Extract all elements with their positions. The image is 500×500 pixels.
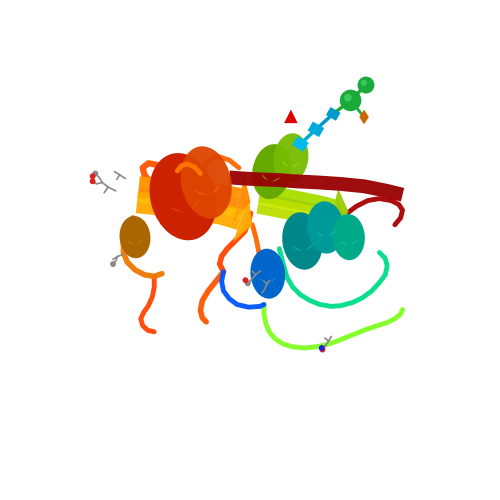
Polygon shape xyxy=(328,202,348,241)
Polygon shape xyxy=(169,198,200,212)
Ellipse shape xyxy=(180,146,232,218)
Polygon shape xyxy=(284,110,298,123)
Polygon shape xyxy=(258,196,336,222)
Polygon shape xyxy=(152,188,216,240)
Polygon shape xyxy=(137,192,244,220)
Polygon shape xyxy=(139,176,242,199)
Ellipse shape xyxy=(120,216,150,258)
Circle shape xyxy=(361,80,367,86)
Polygon shape xyxy=(120,236,150,258)
Polygon shape xyxy=(233,198,252,242)
Polygon shape xyxy=(293,244,313,251)
Ellipse shape xyxy=(307,202,344,254)
Ellipse shape xyxy=(282,212,323,270)
Polygon shape xyxy=(136,192,244,230)
Polygon shape xyxy=(252,168,290,199)
Polygon shape xyxy=(282,160,299,167)
Polygon shape xyxy=(138,176,242,209)
Circle shape xyxy=(344,94,352,102)
Polygon shape xyxy=(282,238,323,270)
Polygon shape xyxy=(233,176,250,222)
Polygon shape xyxy=(292,136,309,152)
Polygon shape xyxy=(182,177,232,218)
Polygon shape xyxy=(316,230,335,236)
Point xyxy=(318,344,326,352)
Polygon shape xyxy=(256,196,336,230)
Polygon shape xyxy=(260,184,336,208)
Point xyxy=(88,172,96,180)
Polygon shape xyxy=(258,184,336,217)
Ellipse shape xyxy=(150,153,216,240)
Polygon shape xyxy=(128,240,143,244)
Circle shape xyxy=(340,90,361,111)
Polygon shape xyxy=(195,184,220,196)
Point xyxy=(88,178,96,186)
Point xyxy=(318,346,326,354)
Ellipse shape xyxy=(332,214,365,260)
Polygon shape xyxy=(359,110,369,124)
Ellipse shape xyxy=(274,134,308,183)
Polygon shape xyxy=(328,188,348,228)
Polygon shape xyxy=(326,107,340,121)
Ellipse shape xyxy=(250,248,285,298)
Circle shape xyxy=(358,76,374,94)
Polygon shape xyxy=(262,174,280,182)
Polygon shape xyxy=(340,240,357,245)
Polygon shape xyxy=(332,236,365,260)
Point xyxy=(92,170,100,177)
Polygon shape xyxy=(260,276,277,282)
Polygon shape xyxy=(307,226,344,254)
Polygon shape xyxy=(274,156,308,183)
Polygon shape xyxy=(250,272,285,298)
Point xyxy=(244,280,252,287)
Point xyxy=(242,276,250,284)
Polygon shape xyxy=(229,170,404,202)
Ellipse shape xyxy=(252,144,291,199)
Polygon shape xyxy=(308,122,324,137)
Point xyxy=(109,260,117,268)
